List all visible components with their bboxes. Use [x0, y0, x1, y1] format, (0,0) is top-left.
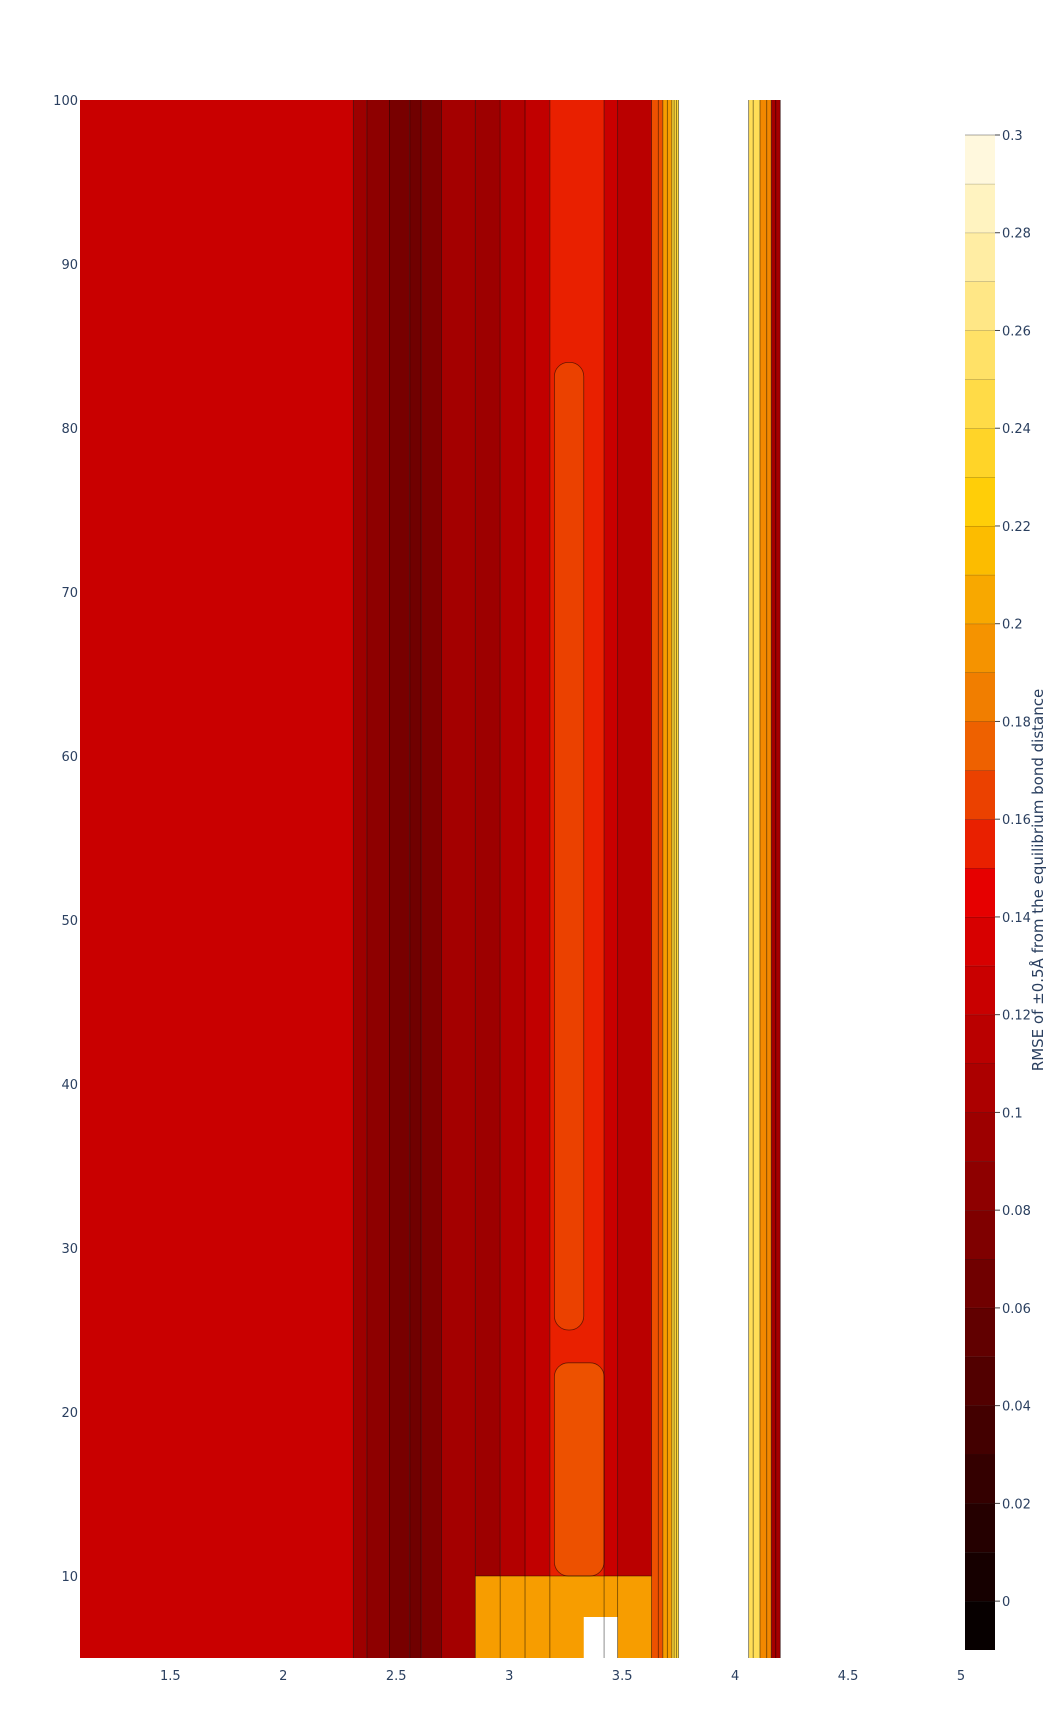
colorbar-segment	[965, 1552, 995, 1602]
colorbar-tick-label: 0.3	[1002, 129, 1023, 144]
contour-island-1	[553, 1362, 605, 1577]
colorbar-segment	[965, 1161, 995, 1211]
y-tick-label: 90	[61, 258, 78, 273]
colorbar-tick-label: 0.08	[1002, 1204, 1031, 1219]
colorbar-tick-label: 0.26	[1002, 324, 1031, 339]
colorbar-segment	[965, 868, 995, 917]
contour-band-2	[366, 100, 390, 1658]
colorbar: 0 0.02 0.04 0.06 0.08 0.1 0.12 0.14 0.16 0.18 0.2 0…	[965, 129, 1031, 1650]
x-tick-label: 3.5	[612, 1669, 633, 1684]
contour-band-13	[651, 100, 663, 1658]
y-axis: 10 20 30 40 50 60 70 80 90 100	[53, 94, 78, 1585]
colorbar-tick-label: 0.04	[1002, 1400, 1031, 1415]
contour-band-12	[617, 100, 652, 1658]
contour-band-3	[389, 100, 410, 1658]
contour-band-4	[409, 100, 422, 1658]
colorbar-segment	[965, 1503, 995, 1553]
y-tick-label: 80	[61, 422, 78, 437]
contour-band-1	[353, 100, 367, 1658]
colorbar-segment	[965, 819, 995, 869]
colorbar-segment	[965, 1112, 995, 1162]
y-tick-label: 30	[61, 1242, 78, 1257]
colorbar-tick-label: 0.24	[1002, 422, 1031, 437]
colorbar-segment	[965, 135, 995, 184]
colorbar-segment	[965, 428, 995, 478]
colorbar-tick-label: 0	[1002, 1595, 1010, 1610]
colorbar-segment	[965, 965, 995, 1015]
colorbar-segment	[965, 1210, 995, 1260]
colorbar-segment	[965, 574, 995, 624]
colorbar-tick-label: 0.18	[1002, 715, 1031, 730]
x-axis: 1.5 2 2.5 3 3.5 4 4.5 5	[160, 1669, 965, 1684]
contour-band-5	[421, 100, 442, 1658]
colorbar-segment	[965, 525, 995, 575]
colorbar-segment	[965, 623, 995, 673]
y-tick-label: 60	[61, 750, 78, 765]
colorbar-segment	[965, 1405, 995, 1455]
contour-fill-layer	[80, 100, 781, 1658]
contour-ridge-fill	[475, 1576, 652, 1658]
colorbar-segment	[965, 721, 995, 771]
colorbar-tick-label: 0.16	[1002, 813, 1031, 828]
colorbar-tick-label: 0.1	[1002, 1106, 1023, 1121]
contour-band-6	[441, 100, 476, 1658]
colorbar-title: RMSE of ±0.5Å from the equilibrium bond …	[1028, 689, 1047, 1071]
contour-band-11	[604, 100, 618, 1658]
colorbar-segment	[965, 281, 995, 331]
contour-band-0	[80, 100, 354, 1658]
y-tick-label: 50	[61, 914, 78, 929]
colorbar-segment	[965, 1454, 995, 1504]
colorbar-segment	[965, 1601, 995, 1650]
colorbar-segment	[965, 330, 995, 380]
y-tick-label: 100	[53, 94, 78, 109]
colorbar-segment	[965, 1014, 995, 1064]
x-tick-label: 3	[505, 1669, 513, 1684]
x-tick-label: 4	[731, 1669, 739, 1684]
contour-band-9	[525, 100, 550, 1658]
y-tick-label: 40	[61, 1078, 78, 1093]
colorbar-tick-label: 0.06	[1002, 1302, 1031, 1317]
y-tick-label: 70	[61, 586, 78, 601]
colorbar-segment	[965, 1063, 995, 1113]
x-tick-label: 1.5	[160, 1669, 181, 1684]
colorbar-segment	[965, 183, 995, 233]
contour-band-8	[500, 100, 526, 1658]
colorbar-segment	[965, 1307, 995, 1357]
colorbar-segment	[965, 232, 995, 282]
colorbar-segment	[965, 477, 995, 526]
contour-island-0	[553, 361, 585, 1331]
contour-ridge-gap	[583, 1617, 618, 1658]
colorbar-tick-label: 0.22	[1002, 520, 1031, 535]
y-tick-label: 20	[61, 1406, 78, 1421]
colorbar-tick-label: 0.02	[1002, 1497, 1031, 1512]
x-tick-label: 2.5	[386, 1669, 407, 1684]
y-tick-label: 10	[61, 1570, 78, 1585]
colorbar-tick-label: 0.2	[1002, 618, 1023, 633]
contour-band-17	[759, 100, 772, 1658]
colorbar-segment	[965, 916, 995, 966]
x-tick-label: 2	[279, 1669, 287, 1684]
colorbar-tick-label: 0.28	[1002, 227, 1031, 242]
colorbar-segment	[965, 1259, 995, 1308]
colorbar-segment	[965, 379, 995, 429]
contour-band-7	[475, 100, 501, 1658]
colorbar-tick-label: 0.14	[1002, 911, 1031, 926]
colorbar-tick-label: 0.12	[1002, 1009, 1031, 1024]
colorbar-segment	[965, 1356, 995, 1406]
contour-line-layer	[352, 100, 781, 1658]
colorbar-segment	[965, 770, 995, 820]
x-tick-label: 4.5	[838, 1669, 859, 1684]
contour-band-15	[671, 100, 679, 1658]
colorbar-segment	[965, 672, 995, 722]
contour-band-16	[748, 100, 760, 1658]
x-tick-label: 5	[957, 1669, 965, 1684]
